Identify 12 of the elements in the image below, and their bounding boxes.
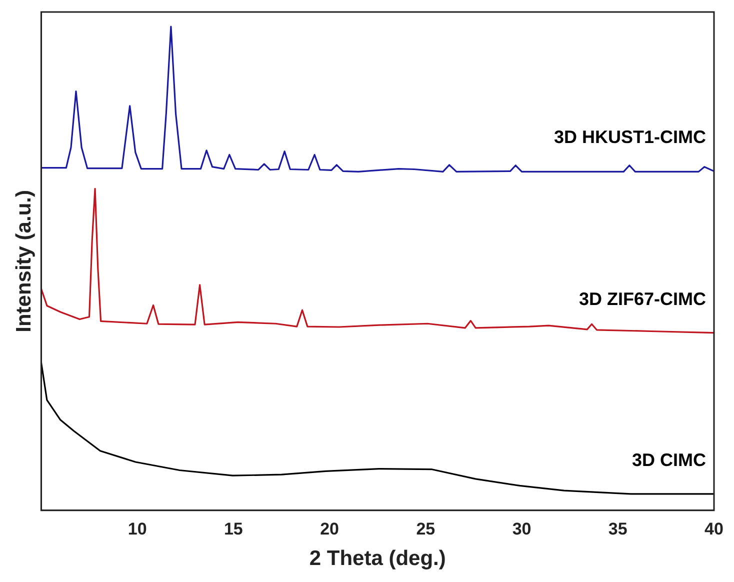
x-tick-label: 25 xyxy=(416,519,436,538)
x-axis-title: 2 Theta (deg.) xyxy=(309,547,446,570)
series-label: 3D HKUST1-CIMC xyxy=(554,127,706,148)
x-tick-label: 30 xyxy=(512,519,532,538)
x-tick-label: 10 xyxy=(128,519,147,538)
x-tick-label: 35 xyxy=(608,519,628,538)
y-axis-title: Intensity (a.u.) xyxy=(12,190,36,332)
series-label: 3D ZIF67-CIMC xyxy=(578,288,706,309)
x-tick-label: 20 xyxy=(320,519,340,538)
x-tick-label: 15 xyxy=(224,519,243,538)
x-tick-label: 40 xyxy=(704,519,724,538)
series-label: 3D CIMC xyxy=(632,450,706,470)
